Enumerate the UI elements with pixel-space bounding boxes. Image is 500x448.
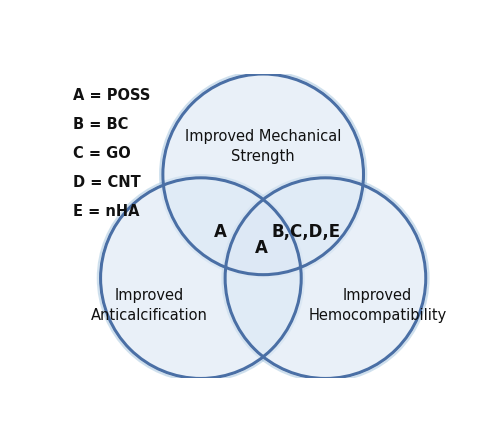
- Text: B = BC: B = BC: [73, 117, 128, 132]
- Circle shape: [225, 178, 426, 379]
- Text: A: A: [214, 223, 226, 241]
- Text: A = POSS: A = POSS: [73, 88, 150, 103]
- Text: Improved Mechanical
Strength: Improved Mechanical Strength: [185, 129, 342, 164]
- Circle shape: [222, 175, 428, 381]
- Text: C = GO: C = GO: [73, 146, 130, 161]
- Circle shape: [160, 71, 366, 277]
- Circle shape: [98, 175, 304, 381]
- Circle shape: [100, 178, 301, 379]
- Circle shape: [163, 74, 364, 275]
- Text: Improved
Anticalcification: Improved Anticalcification: [90, 289, 208, 323]
- Text: D = CNT: D = CNT: [73, 175, 140, 190]
- Text: A: A: [256, 239, 268, 258]
- Text: B,C,D,E: B,C,D,E: [272, 223, 340, 241]
- Text: E = nHA: E = nHA: [73, 204, 140, 219]
- Text: Improved
Hemocompatibility: Improved Hemocompatibility: [308, 289, 446, 323]
